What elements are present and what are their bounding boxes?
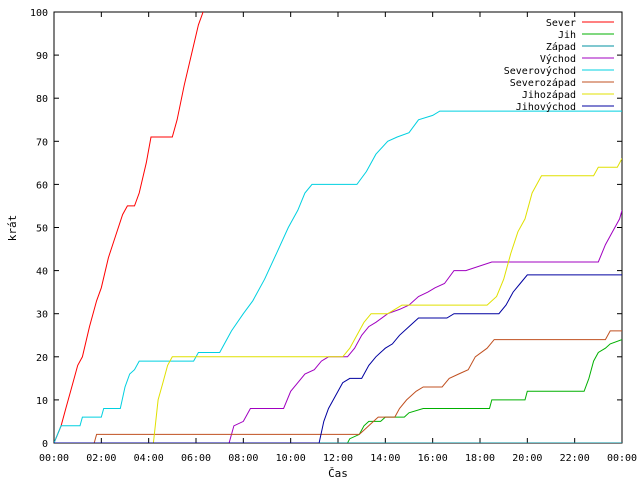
legend-label: Severozápad — [510, 77, 576, 89]
x-tick-label: 18:00 — [465, 453, 495, 464]
y-tick-label: 30 — [36, 310, 48, 321]
x-tick-label: 00:00 — [39, 453, 69, 464]
y-tick-label: 40 — [36, 267, 48, 278]
y-tick-label: 80 — [36, 94, 48, 105]
x-tick-label: 16:00 — [418, 453, 448, 464]
series-line-1 — [54, 339, 622, 443]
x-axis-ticks: 00:00 02:00 04:00 06:00 08:00 10:00 12:00 14:00… — [39, 12, 637, 464]
x-tick-label: 00:00 — [607, 453, 637, 464]
x-axis-label: Čas — [328, 467, 348, 480]
y-tick-label: 50 — [36, 224, 48, 235]
x-tick-label: 06:00 — [181, 453, 211, 464]
series-line-7 — [54, 274, 622, 443]
y-tick-label: 90 — [36, 51, 48, 62]
x-tick-label: 12:00 — [323, 453, 353, 464]
series-line-6 — [54, 158, 622, 443]
y-tick-label: 70 — [36, 137, 48, 148]
legend-label: Jihovýchod — [516, 101, 576, 113]
legend-label: Severovýchod — [504, 65, 576, 77]
x-tick-label: 10:00 — [276, 453, 306, 464]
series-line-3 — [54, 210, 622, 443]
legend-label: Jihozápad — [522, 89, 576, 101]
legend-label: Jih — [558, 30, 576, 41]
legend: SeverJihZápadVýchodSeverovýchodSeverozáp… — [504, 18, 614, 113]
x-tick-label: 22:00 — [560, 453, 590, 464]
x-tick-label: 02:00 — [86, 453, 116, 464]
legend-label: Východ — [540, 53, 576, 65]
y-tick-label: 100 — [30, 8, 48, 19]
y-axis-label: krát — [6, 215, 19, 242]
y-tick-label: 0 — [42, 439, 48, 450]
y-tick-label: 20 — [36, 353, 48, 364]
x-tick-label: 20:00 — [512, 453, 542, 464]
series-line-4 — [54, 110, 622, 443]
legend-label: Západ — [546, 41, 576, 53]
x-tick-label: 14:00 — [370, 453, 400, 464]
x-tick-label: 04:00 — [134, 453, 164, 464]
series-line-0 — [54, 12, 204, 443]
x-tick-label: 08:00 — [228, 453, 258, 464]
y-tick-label: 60 — [36, 180, 48, 191]
series-line-5 — [54, 330, 622, 443]
legend-label: Sever — [546, 18, 576, 29]
series-lines — [54, 12, 622, 443]
y-axis-ticks: 0 10 20 30 40 50 60 70 80 90 100 — [30, 8, 622, 450]
y-tick-label: 10 — [36, 396, 48, 407]
